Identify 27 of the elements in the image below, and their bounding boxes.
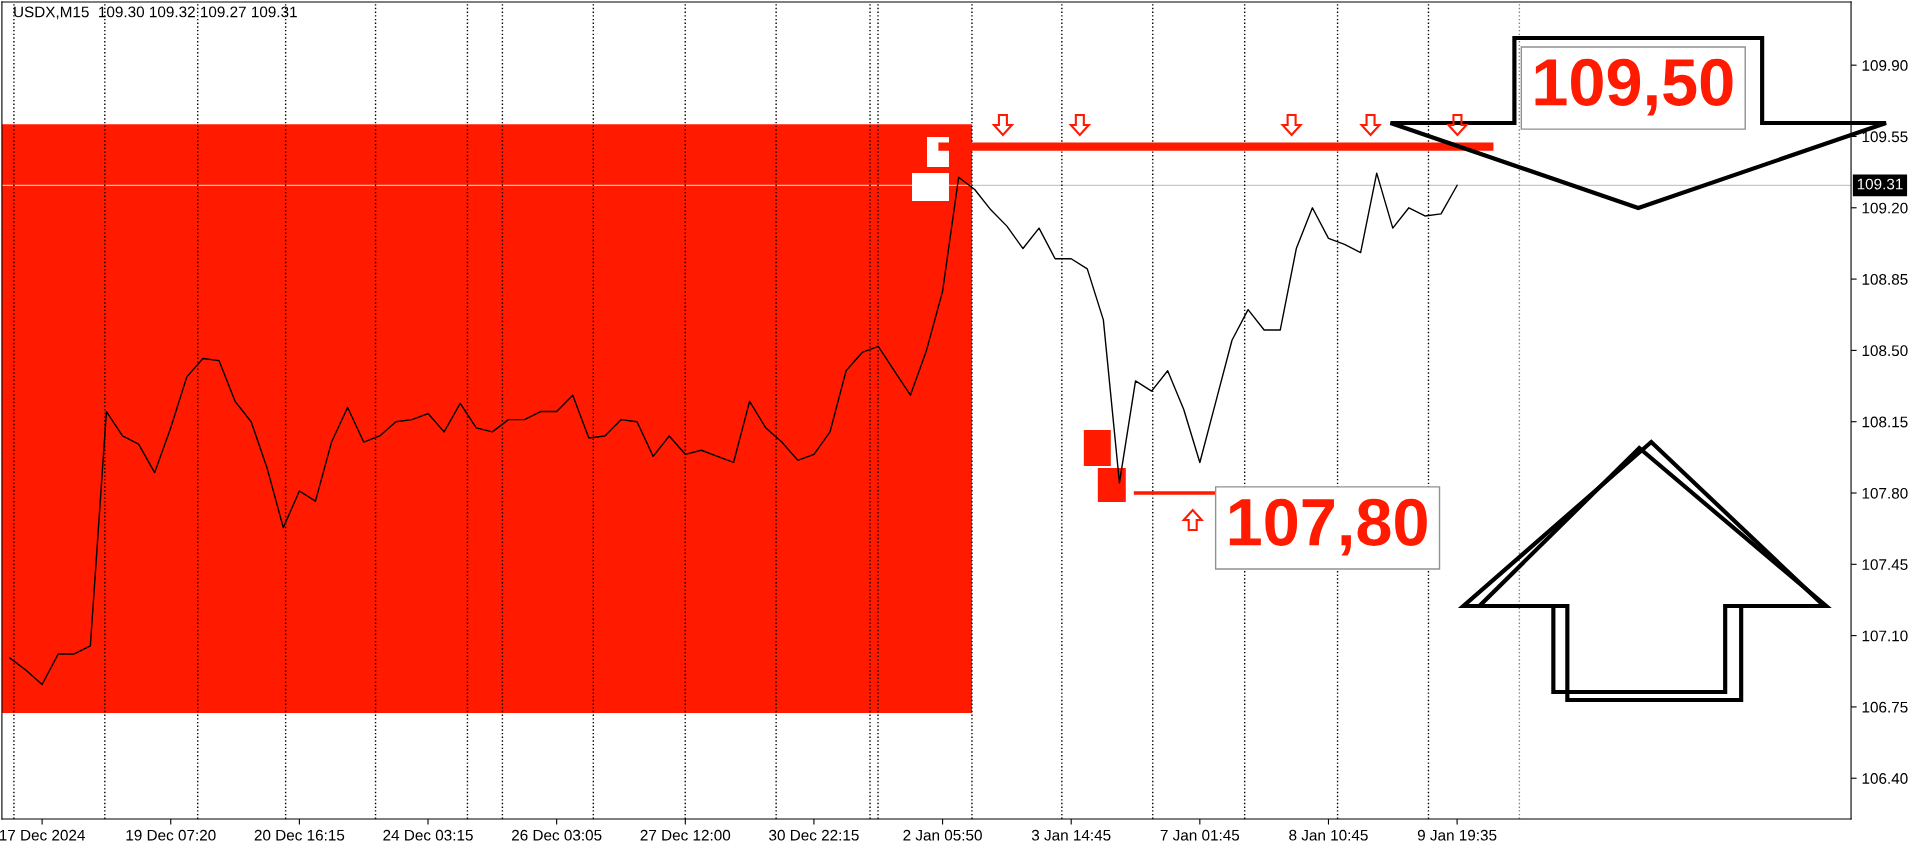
- x-tick-label: 24 Dec 03:15: [383, 829, 473, 841]
- y-tick-label: 106.40: [1862, 773, 1908, 784]
- x-tick-label: 9 Jan 19:35: [1417, 829, 1497, 841]
- x-tick-label: 2 Jan 05:50: [903, 829, 982, 841]
- y-tick-label: 107.80: [1862, 487, 1908, 499]
- y-tick-label: 108.15: [1862, 416, 1908, 428]
- y-tick-label: 109.20: [1862, 202, 1908, 214]
- y-tick-label: 108.85: [1862, 273, 1908, 285]
- x-tick-label: 20 Dec 16:15: [254, 829, 345, 841]
- x-tick-label: 8 Jan 10:45: [1289, 829, 1368, 841]
- ref-line-label: 109.31: [1857, 178, 1903, 190]
- x-tick-label: 27 Dec 12:00: [640, 829, 731, 841]
- x-tick-label: 30 Dec 22:15: [769, 829, 859, 841]
- x-tick-label: 19 Dec 07:20: [126, 829, 216, 841]
- y-tick-label: 109.90: [1862, 60, 1908, 71]
- x-tick-label: 17 Dec 2024: [0, 829, 85, 841]
- x-tick-label: 26 Dec 03:05: [511, 829, 602, 841]
- annotation: 107,80: [1229, 498, 1427, 556]
- y-tick-label: 109.55: [1862, 131, 1908, 143]
- x-tick-label: 7 Jan 01:45: [1160, 829, 1240, 841]
- annotation: 109,50: [1535, 58, 1733, 116]
- y-tick-label: 107.45: [1862, 559, 1908, 570]
- x-tick-label: 3 Jan 14:45: [1031, 829, 1111, 841]
- y-tick-label: 106.75: [1862, 701, 1908, 713]
- y-tick-label: 107.10: [1862, 630, 1908, 642]
- chart-title: USDX,M15 109.30 109.32 109.27 109.31: [14, 6, 297, 20]
- y-tick-label: 108.50: [1862, 345, 1908, 357]
